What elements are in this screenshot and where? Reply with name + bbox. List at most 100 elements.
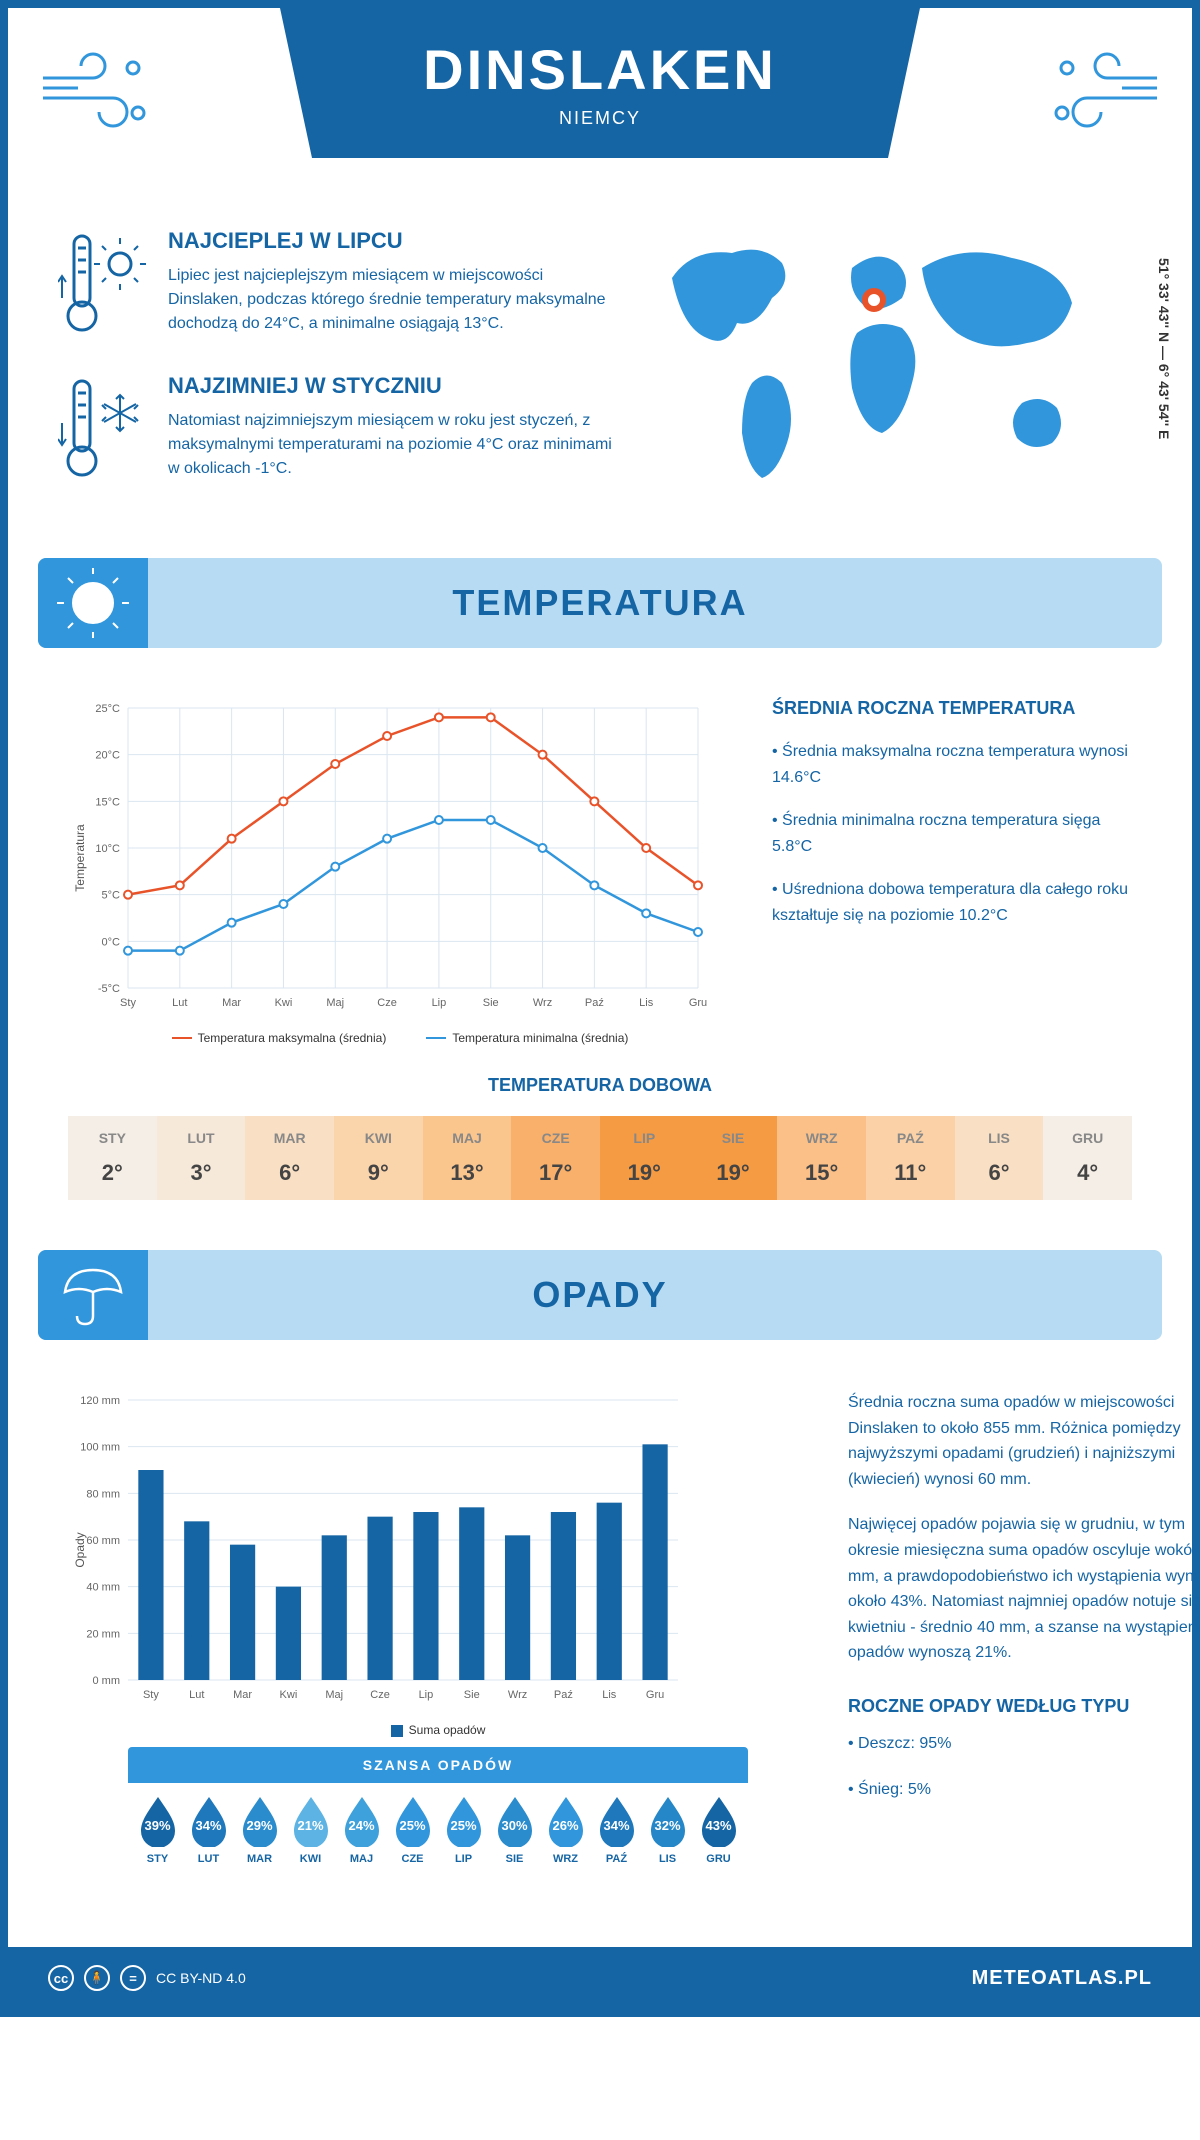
temperature-header: TEMPERATURA — [38, 558, 1162, 648]
daily-temp-cell: PAŹ11° — [866, 1116, 955, 1200]
svg-text:Lip: Lip — [419, 1689, 434, 1701]
svg-text:Mar: Mar — [222, 997, 241, 1009]
precipitation-info: Średnia roczna suma opadów w miejscowośc… — [848, 1390, 1200, 1917]
cold-text: Natomiast najzimniejszym miesiącem w rok… — [168, 409, 612, 481]
chance-title: SZANSA OPADÓW — [128, 1747, 748, 1783]
svg-text:Sie: Sie — [483, 997, 499, 1009]
svg-text:Mar: Mar — [233, 1689, 252, 1701]
svg-text:Gru: Gru — [646, 1689, 664, 1701]
thermometer-sun-icon — [58, 228, 148, 343]
chance-drop: 21% KWI — [285, 1795, 336, 1865]
world-map — [642, 228, 1102, 488]
cold-title: NAJZIMNIEJ W STYCZNIU — [168, 373, 612, 399]
chance-drop: 39% STY — [132, 1795, 183, 1865]
chance-drop: 32% LIS — [642, 1795, 693, 1865]
svg-text:Kwi: Kwi — [275, 997, 293, 1009]
svg-text:Cze: Cze — [370, 1689, 390, 1701]
svg-text:Cze: Cze — [377, 997, 397, 1009]
warmest-fact: NAJCIEPLEJ W LIPCU Lipiec jest najcieple… — [58, 228, 612, 343]
nd-icon: = — [120, 1965, 146, 1991]
city-name: DINSLAKEN — [423, 37, 777, 102]
chance-drop: 25% CZE — [387, 1795, 438, 1865]
svg-text:5°C: 5°C — [102, 890, 121, 902]
chance-drop: 30% SIE — [489, 1795, 540, 1865]
daily-temp-cell: WRZ15° — [777, 1116, 866, 1200]
precipitation-bar-chart: 0 mm20 mm40 mm60 mm80 mm100 mm120 mmStyL… — [68, 1390, 688, 1710]
title-banner: DINSLAKEN NIEMCY — [280, 8, 920, 158]
sun-icon — [38, 558, 148, 648]
daily-temp-cell: LUT3° — [157, 1116, 246, 1200]
svg-text:Sie: Sie — [464, 1689, 480, 1701]
svg-text:15°C: 15°C — [95, 796, 120, 808]
license-badge: cc 🧍 = CC BY-ND 4.0 — [48, 1965, 246, 1991]
precip-info-1: Średnia roczna suma opadów w miejscowośc… — [848, 1390, 1200, 1492]
svg-text:25°C: 25°C — [95, 703, 120, 715]
svg-text:Paź: Paź — [554, 1689, 573, 1701]
section-title: TEMPERATURA — [452, 582, 747, 624]
location-marker — [865, 291, 883, 309]
intro-section: NAJCIEPLEJ W LIPCU Lipiec jest najcieple… — [8, 208, 1192, 558]
warm-text: Lipiec jest najcieplejszym miesiącem w m… — [168, 264, 612, 336]
legend-max: Temperatura maksymalna (średnia) — [198, 1031, 387, 1045]
coldest-fact: NAJZIMNIEJ W STYCZNIU Natomiast najzimni… — [58, 373, 612, 488]
world-map-container: 51° 33' 43'' N — 6° 43' 54'' E — [642, 228, 1142, 518]
chance-drop: 29% MAR — [234, 1795, 285, 1865]
chance-drop: 43% GRU — [693, 1795, 744, 1865]
temp-info-3: • Uśredniona dobowa temperatura dla całe… — [772, 877, 1132, 928]
svg-text:40 mm: 40 mm — [86, 1582, 120, 1594]
daily-temp-cell: LIS6° — [955, 1116, 1044, 1200]
umbrella-icon — [38, 1250, 148, 1340]
daily-temp-cell: SIE19° — [689, 1116, 778, 1200]
bar-chart-legend: Suma opadów — [68, 1723, 808, 1737]
precip-type-2: • Śnieg: 5% — [848, 1777, 1200, 1803]
svg-text:Wrz: Wrz — [508, 1689, 527, 1701]
svg-text:-5°C: -5°C — [98, 983, 120, 995]
daily-temp-cell: LIP19° — [600, 1116, 689, 1200]
temperature-line-chart: -5°C0°C5°C10°C15°C20°C25°CStyLutMarKwiMa… — [68, 698, 732, 1045]
temp-info-2: • Średnia minimalna roczna temperatura s… — [772, 808, 1132, 859]
precipitation-header: OPADY — [38, 1250, 1162, 1340]
by-icon: 🧍 — [84, 1965, 110, 1991]
brand-name: METEOATLAS.PL — [972, 1967, 1152, 1990]
cc-icon: cc — [48, 1965, 74, 1991]
svg-text:Sty: Sty — [120, 997, 136, 1009]
precip-info-2: Najwięcej opadów pojawia się w grudniu, … — [848, 1512, 1200, 1666]
footer: cc 🧍 = CC BY-ND 4.0 METEOATLAS.PL — [8, 1947, 1192, 2009]
svg-text:20°C: 20°C — [95, 750, 120, 762]
chance-drop: 34% PAŹ — [591, 1795, 642, 1865]
precip-type-1: • Deszcz: 95% — [848, 1731, 1200, 1757]
svg-text:Paź: Paź — [585, 997, 604, 1009]
coordinates: 51° 33' 43'' N — 6° 43' 54'' E — [1156, 258, 1172, 439]
svg-text:0 mm: 0 mm — [93, 1675, 121, 1687]
precipitation-chance-box: SZANSA OPADÓW 39% STY 34% LUT 29% MAR 21… — [128, 1747, 748, 1877]
thermometer-snow-icon — [58, 373, 148, 488]
daily-temp-cell: STY2° — [68, 1116, 157, 1200]
svg-text:Maj: Maj — [325, 1689, 343, 1701]
svg-text:Temperatura: Temperatura — [73, 824, 87, 892]
section-title: OPADY — [532, 1274, 667, 1316]
daily-temp-title: TEMPERATURA DOBOWA — [68, 1075, 1132, 1096]
svg-text:10°C: 10°C — [95, 843, 120, 855]
temp-info-1: • Średnia maksymalna roczna temperatura … — [772, 739, 1132, 790]
svg-text:20 mm: 20 mm — [86, 1628, 120, 1640]
chance-drop: 34% LUT — [183, 1795, 234, 1865]
svg-text:Gru: Gru — [689, 997, 707, 1009]
svg-text:Opady: Opady — [73, 1532, 87, 1567]
svg-text:Lut: Lut — [189, 1689, 204, 1701]
svg-text:Lip: Lip — [432, 997, 447, 1009]
svg-text:Lut: Lut — [172, 997, 187, 1009]
daily-temp-cell: MAR6° — [245, 1116, 334, 1200]
svg-text:80 mm: 80 mm — [86, 1488, 120, 1500]
daily-temp-cell: CZE17° — [511, 1116, 600, 1200]
precip-type-title: ROCZNE OPADY WEDŁUG TYPU — [848, 1696, 1200, 1717]
svg-text:Kwi: Kwi — [280, 1689, 298, 1701]
daily-temperature-table: TEMPERATURA DOBOWA STY2° LUT3° MAR6° KWI… — [8, 1075, 1192, 1250]
legend-sum: Suma opadów — [409, 1723, 486, 1737]
svg-text:Lis: Lis — [602, 1689, 617, 1701]
svg-text:0°C: 0°C — [102, 936, 121, 948]
daily-temp-cell: KWI9° — [334, 1116, 423, 1200]
daily-temp-cell: MAJ13° — [423, 1116, 512, 1200]
daily-temp-cell: GRU4° — [1043, 1116, 1132, 1200]
svg-text:Sty: Sty — [143, 1689, 159, 1701]
svg-text:120 mm: 120 mm — [80, 1395, 120, 1407]
